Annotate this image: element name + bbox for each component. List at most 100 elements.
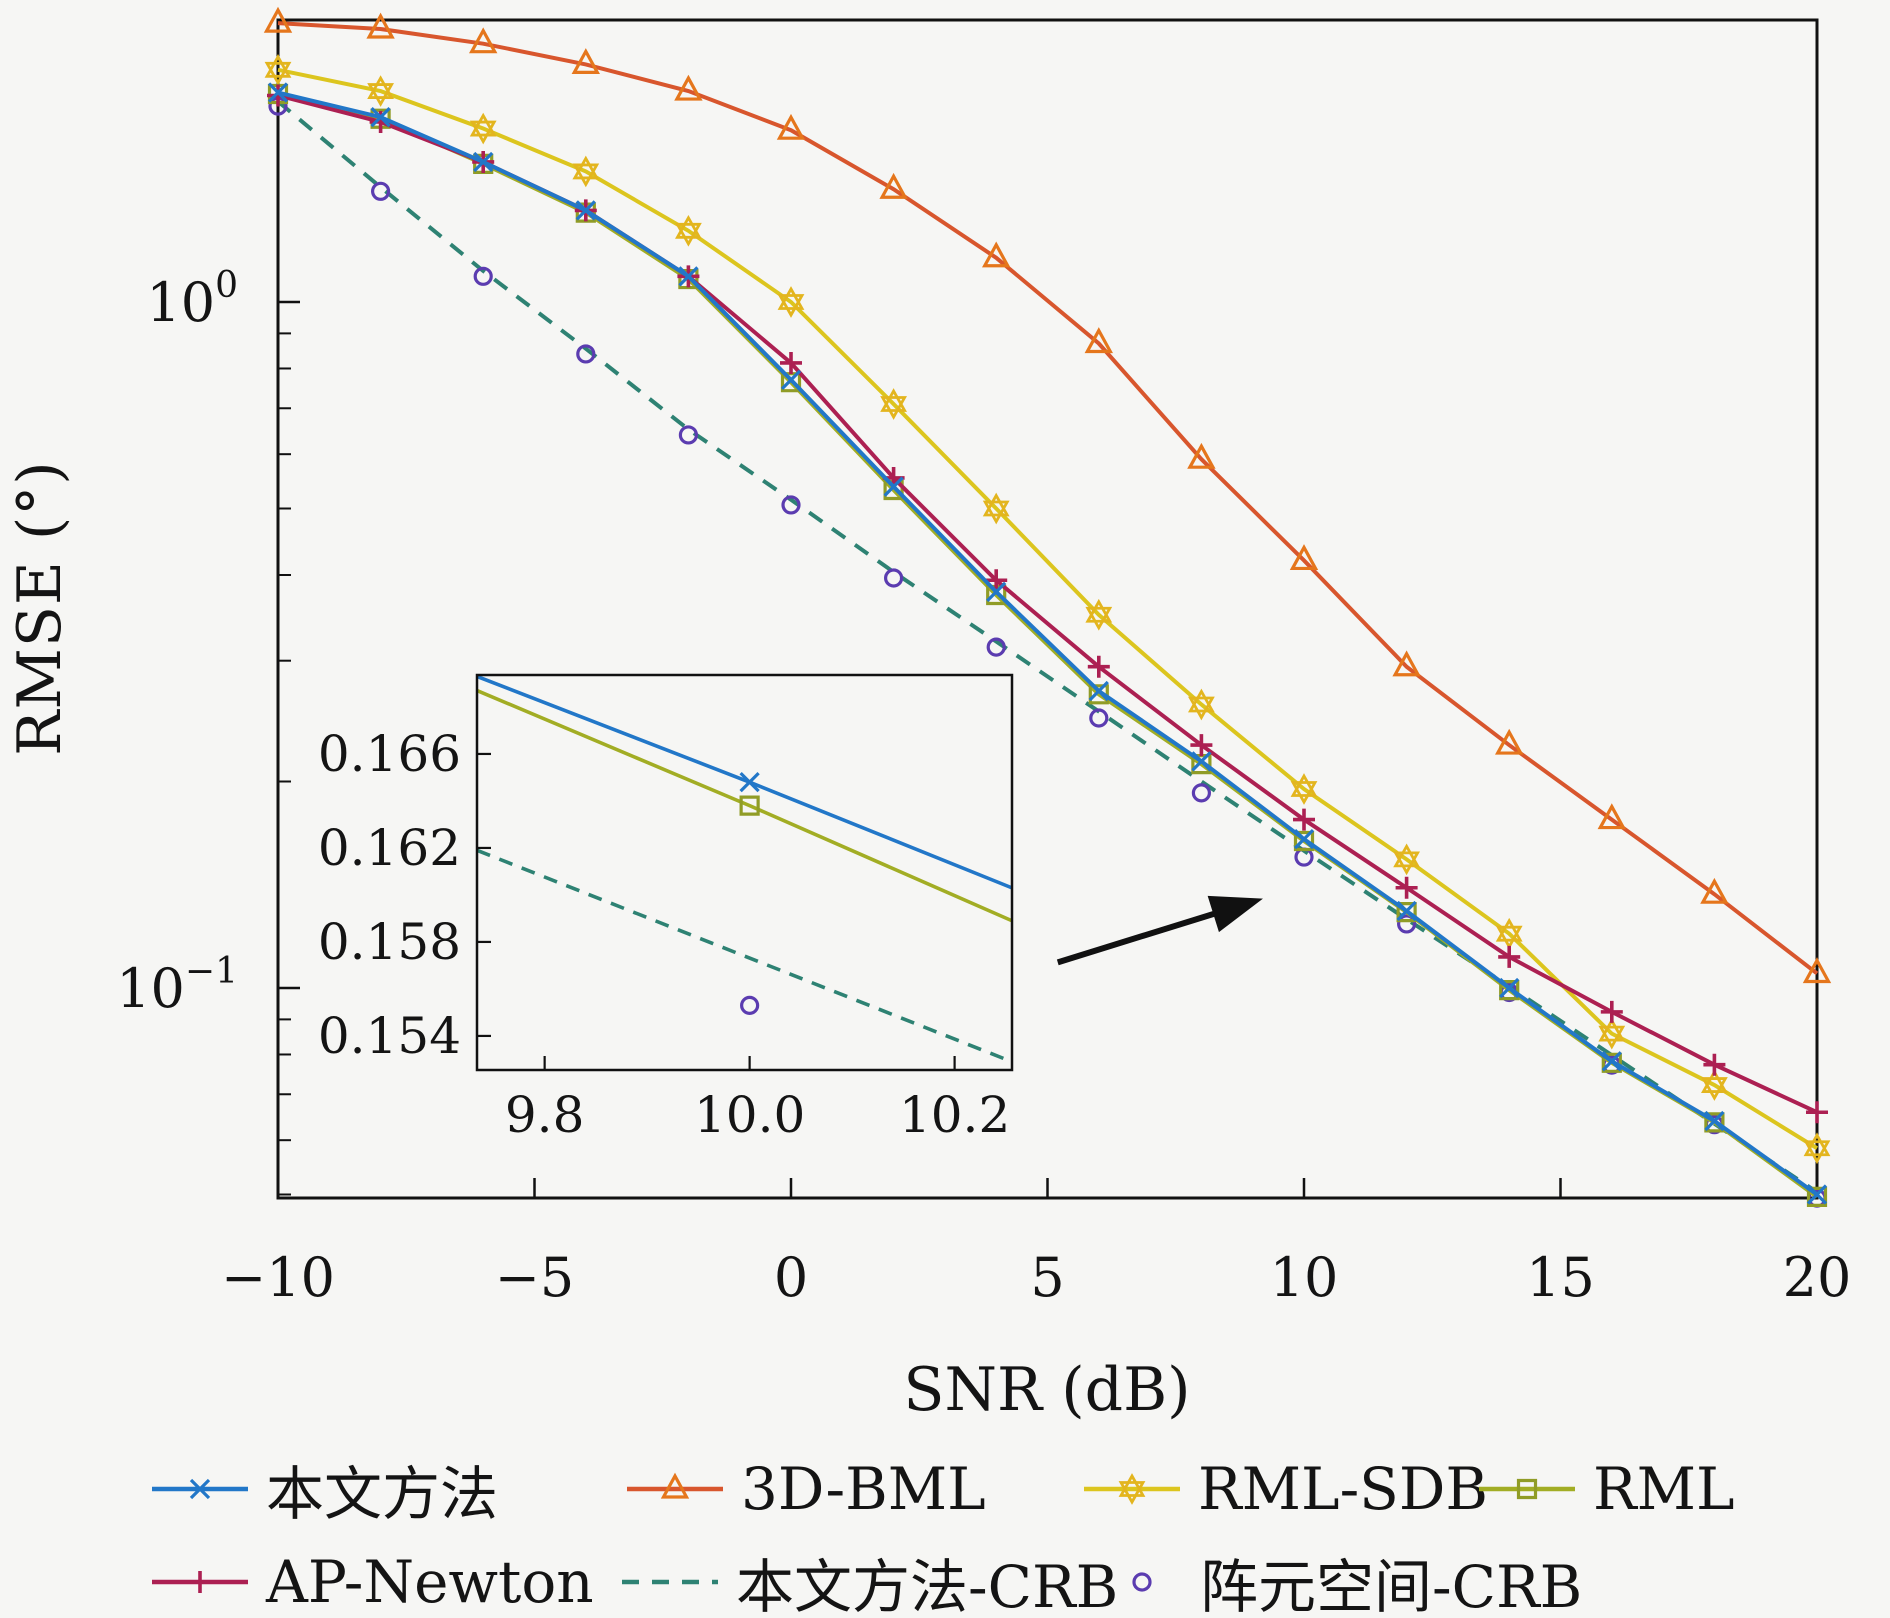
marker-square bbox=[1396, 902, 1417, 923]
marker-square bbox=[739, 795, 760, 816]
x-tick-label: 5 bbox=[1030, 1246, 1064, 1309]
series-line bbox=[276, 99, 1819, 1194]
marker-plus bbox=[1190, 734, 1213, 757]
inset-y-tick-label: 0.162 bbox=[318, 819, 461, 877]
marker-square bbox=[1806, 1186, 1828, 1207]
series-line bbox=[277, 90, 1819, 1197]
x-tick-label: 20 bbox=[1783, 1246, 1852, 1309]
marker-hexagram bbox=[675, 214, 702, 247]
marker-circle bbox=[740, 995, 760, 1015]
x-tick-label: 15 bbox=[1526, 1246, 1595, 1309]
marker-plus bbox=[1806, 1101, 1828, 1124]
marker-hexagram bbox=[1598, 1017, 1626, 1050]
marker-triangle bbox=[366, 12, 395, 39]
legend-sample-RML bbox=[1479, 1478, 1575, 1500]
legend-item-阵元空间-CRB: 阵元空间-CRB bbox=[1100, 1545, 1582, 1618]
marker-triangle bbox=[571, 48, 601, 75]
marker-circle bbox=[986, 637, 1006, 657]
inset-y-tick-label: 0.166 bbox=[318, 725, 461, 783]
marker-circle bbox=[371, 181, 391, 201]
marker-plus bbox=[780, 351, 802, 374]
legend-label: RML bbox=[1593, 1455, 1735, 1523]
marker-plus bbox=[1703, 1053, 1726, 1076]
marker-x bbox=[1806, 1184, 1828, 1205]
legend-item-RML: RML bbox=[1477, 1452, 1735, 1526]
inset-y-tick-label: 0.158 bbox=[318, 913, 461, 971]
inset-x-tick-label: 10.0 bbox=[694, 1086, 805, 1144]
x-tick-label: −10 bbox=[221, 1246, 335, 1309]
inset-y-tick-label: 0.154 bbox=[318, 1007, 461, 1065]
marker-triangle bbox=[1494, 728, 1524, 755]
marker-circle bbox=[678, 425, 699, 445]
marker-x bbox=[780, 369, 802, 390]
marker-square bbox=[1704, 1112, 1725, 1133]
marker-plus bbox=[985, 569, 1008, 592]
marker-hexagram bbox=[1085, 598, 1113, 631]
marker-plus bbox=[1498, 945, 1521, 968]
marker-triangle bbox=[468, 27, 498, 54]
series-3D-BML bbox=[263, 6, 1832, 984]
marker-hexagram bbox=[1495, 917, 1523, 950]
marker-circle bbox=[883, 568, 904, 588]
marker-square bbox=[1516, 1478, 1538, 1500]
marker-square bbox=[1088, 684, 1109, 705]
marker-square bbox=[1293, 830, 1315, 852]
marker-x bbox=[1293, 829, 1315, 850]
marker-plus bbox=[1087, 655, 1110, 678]
marker-triangle bbox=[1187, 442, 1216, 469]
marker-triangle bbox=[1802, 957, 1832, 984]
marker-circle bbox=[1089, 708, 1109, 728]
marker-plus bbox=[1600, 1000, 1623, 1023]
inset-pointer-arrow bbox=[1056, 895, 1263, 966]
legend-item-本文方法-CRB: 本文方法-CRB bbox=[620, 1545, 1118, 1618]
legend-label: AP-Newton bbox=[266, 1548, 594, 1616]
legend-item-3D-BML: 3D-BML bbox=[625, 1452, 986, 1526]
x-tick-label: −5 bbox=[495, 1246, 575, 1309]
y-tick-label: 100 bbox=[146, 265, 238, 334]
legend-label: 阵元空间-CRB bbox=[1200, 1553, 1583, 1618]
marker-triangle bbox=[674, 74, 703, 101]
marker-circle bbox=[781, 495, 801, 515]
marker-x bbox=[883, 476, 904, 497]
marker-x bbox=[473, 151, 494, 173]
marker-x bbox=[986, 581, 1007, 602]
legend-label: 本文方法-CRB bbox=[736, 1553, 1119, 1618]
x-axis: −10 −5 0 5 10 15 20 bbox=[221, 1178, 1851, 1309]
marker-x bbox=[1499, 977, 1520, 999]
marker-x bbox=[575, 200, 596, 221]
marker-triangle bbox=[1084, 327, 1114, 354]
marker-triangle bbox=[981, 241, 1011, 268]
legend-sample-阵元空间-CRB bbox=[1132, 1572, 1152, 1592]
arrow-shaft bbox=[1056, 909, 1220, 966]
legend-sample-AP-Newton bbox=[152, 1571, 248, 1593]
y-tick-label: 10−1 bbox=[116, 951, 238, 1020]
marker-circle bbox=[473, 266, 493, 286]
marker-plus bbox=[189, 1571, 211, 1593]
marker-hexagram bbox=[982, 492, 1010, 525]
inset-background bbox=[477, 675, 1012, 1070]
series-line bbox=[277, 21, 1819, 976]
marker-x bbox=[739, 772, 760, 793]
marker-x bbox=[189, 1478, 211, 1500]
marker-triangle bbox=[776, 113, 806, 140]
inset-x-tick-label: 9.8 bbox=[505, 1086, 585, 1144]
marker-x bbox=[1088, 680, 1109, 702]
marker-circle bbox=[576, 344, 596, 364]
series-本文方法 bbox=[267, 82, 1828, 1205]
marker-hexagram bbox=[469, 112, 497, 145]
marker-square bbox=[575, 202, 596, 223]
series-本文方法-CRB bbox=[276, 99, 1819, 1194]
legend-item-AP-Newton: AP-Newton bbox=[150, 1545, 594, 1618]
marker-hexagram bbox=[367, 75, 394, 107]
marker-triangle bbox=[263, 6, 293, 33]
inset-series-RML bbox=[477, 688, 1012, 923]
legend-sample-3D-BML bbox=[627, 1472, 723, 1499]
inset-border bbox=[475, 673, 1014, 1072]
marker-hexagram bbox=[1118, 1473, 1146, 1505]
y-axis: 100 10−1 bbox=[116, 94, 300, 1196]
marker-triangle bbox=[879, 172, 908, 199]
marker-triangle bbox=[1392, 650, 1421, 677]
legend-item-本文方法: 本文方法 bbox=[150, 1452, 498, 1528]
